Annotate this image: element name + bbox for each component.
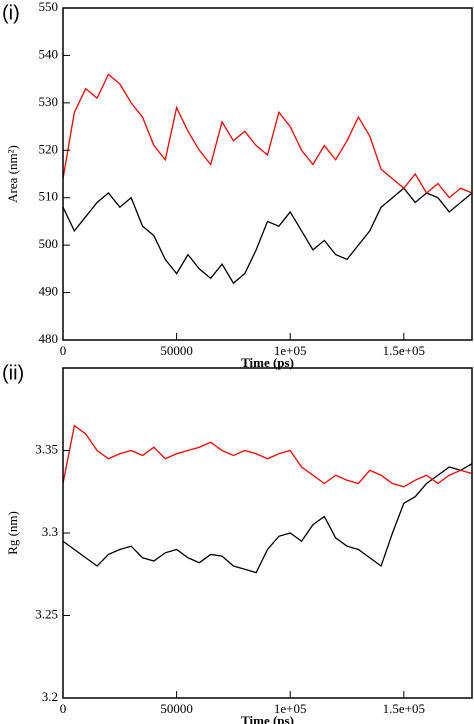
y-axis-label: Rg (nm) (5, 511, 20, 555)
y-tick-label: 510 (39, 189, 59, 204)
x-tick-label: 1.5e+05 (383, 343, 425, 358)
x-tick-label: 50000 (160, 701, 193, 716)
x-axis-label: Time (ps) (241, 713, 294, 724)
y-axis-label: Area (nm²) (5, 145, 20, 203)
y-tick-label: 540 (39, 46, 59, 61)
y-tick-label: 500 (39, 236, 59, 251)
y-tick-label: 480 (39, 331, 59, 346)
data-line (63, 187, 472, 285)
plot-frame (62, 7, 473, 341)
plot-frame (62, 367, 473, 699)
y-tick-label: 3.35 (35, 441, 58, 456)
data-line (63, 463, 472, 574)
y-tick-label: 550 (39, 0, 59, 14)
x-tick-label: 0 (60, 701, 67, 716)
x-tick-label: 1e+05 (274, 343, 307, 358)
x-tick-label: 1.5e+05 (383, 701, 425, 716)
x-axis-label: Time (ps) (241, 355, 294, 370)
panel-label: (ii) (2, 362, 24, 384)
y-tick-label: 490 (39, 284, 59, 299)
x-tick-label: 1e+05 (274, 701, 307, 716)
y-tick-label: 3.3 (42, 524, 58, 539)
y-tick-label: 3.25 (35, 606, 58, 621)
x-tick-label: 50000 (160, 343, 193, 358)
y-tick-label: 520 (39, 141, 59, 156)
data-line (63, 73, 472, 199)
y-tick-label: 530 (39, 94, 59, 109)
panel-label: (i) (2, 2, 20, 24)
x-tick-label: 0 (60, 343, 67, 358)
y-tick-label: 3.2 (42, 689, 58, 704)
data-line (63, 424, 472, 488)
